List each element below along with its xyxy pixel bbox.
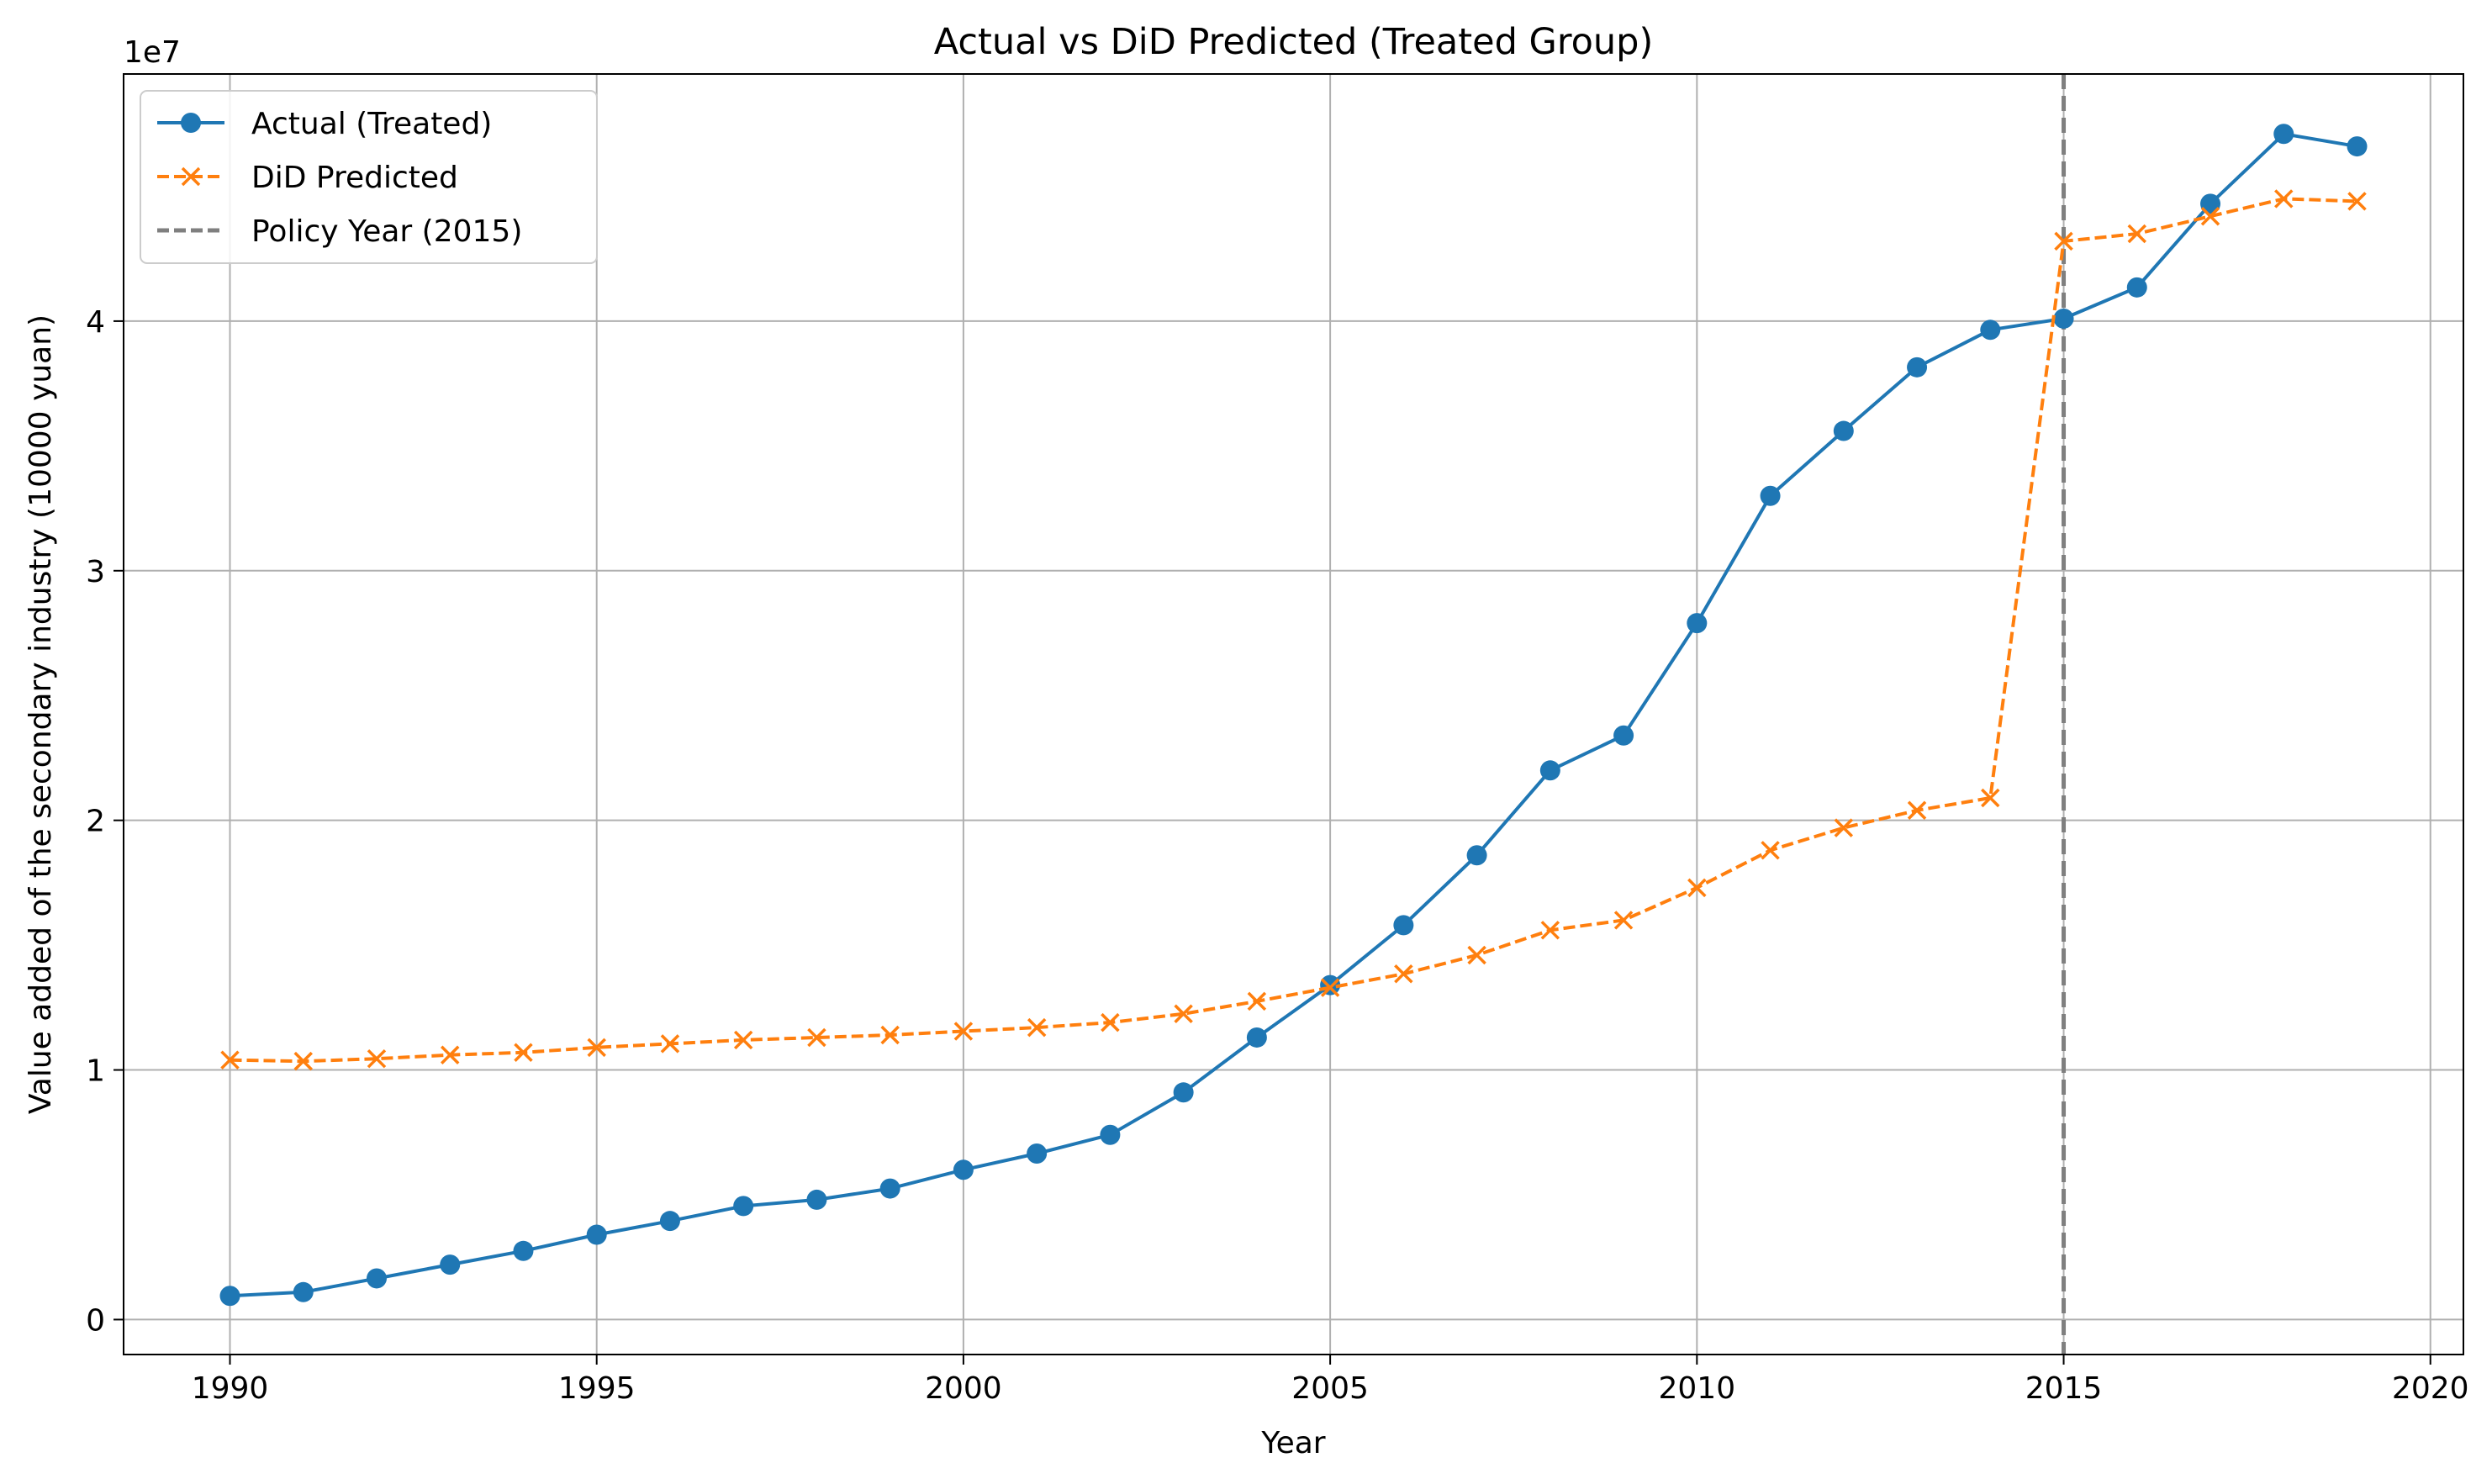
predicted-data-point xyxy=(2200,206,2220,226)
x-tick-label: 2010 xyxy=(1659,1371,1736,1406)
actual-data-point xyxy=(1393,915,1414,936)
actual-data-point xyxy=(2126,277,2147,298)
x-axis-title: Year xyxy=(1260,1426,1325,1460)
y-tick-label: 1 xyxy=(86,1054,105,1089)
actual-data-point xyxy=(1100,1124,1121,1145)
plot-frame xyxy=(123,73,2464,1355)
y-tick-label: 0 xyxy=(86,1303,105,1338)
predicted-data-point xyxy=(1247,991,1267,1011)
actual-data-point xyxy=(2273,124,2294,145)
actual-data-point xyxy=(1980,320,2001,341)
legend-marker xyxy=(181,166,201,187)
actual-data-point xyxy=(879,1178,900,1199)
predicted-data-point xyxy=(1834,818,1854,837)
legend-marker xyxy=(181,113,201,133)
actual-data-point xyxy=(513,1240,534,1261)
legend-box xyxy=(140,90,598,264)
x-tick-label: 1995 xyxy=(558,1371,636,1406)
predicted-data-point xyxy=(514,1043,533,1063)
y-tick-label: 3 xyxy=(86,555,105,589)
predicted-data-point xyxy=(1101,1012,1120,1032)
predicted-data-point xyxy=(2347,192,2367,211)
predicted-data-point xyxy=(367,1048,387,1069)
predicted-data-point xyxy=(1174,1004,1193,1023)
actual-data-point xyxy=(366,1268,387,1289)
predicted-data-point xyxy=(2127,224,2147,244)
legend-label: Policy Year (2015) xyxy=(251,214,522,249)
predicted-data-point xyxy=(1981,788,2000,808)
x-tick-label: 2015 xyxy=(2025,1371,2103,1406)
x-tick-label: 2000 xyxy=(925,1371,1002,1406)
predicted-data-point xyxy=(293,1051,313,1071)
predicted-data-point xyxy=(1320,978,1340,997)
actual-data-point xyxy=(1687,613,1708,634)
actual-data-point xyxy=(733,1196,754,1217)
series-layer xyxy=(219,124,2368,1307)
actual-data-point xyxy=(1539,760,1560,781)
actual-data-point xyxy=(953,1159,974,1180)
series-line-1 xyxy=(230,197,2357,1064)
actual-data-point xyxy=(659,1211,680,1232)
predicted-data-point xyxy=(733,1030,753,1050)
actual-data-point xyxy=(440,1254,461,1275)
predicted-data-point xyxy=(953,1022,974,1041)
predicted-data-point xyxy=(220,1050,240,1069)
actual-data-point xyxy=(219,1286,240,1307)
legend-label: DiD Predicted xyxy=(251,161,458,195)
predicted-data-point xyxy=(1613,911,1634,930)
actual-data-point xyxy=(1466,845,1487,866)
actual-data-point xyxy=(586,1224,607,1245)
x-tick-label: 1990 xyxy=(192,1371,269,1406)
legend: Actual (Treated) DiD Predicted Policy Year… xyxy=(140,90,598,264)
predicted-data-point xyxy=(2274,189,2294,209)
actual-data-point xyxy=(1246,1027,1267,1048)
actual-data-point xyxy=(1760,485,1781,506)
x-tick-label: 2020 xyxy=(2392,1371,2469,1406)
predicted-data-point xyxy=(2054,231,2073,251)
predicted-data-point xyxy=(1907,800,1927,821)
grid xyxy=(124,74,2463,1355)
predicted-data-point xyxy=(587,1038,606,1058)
predicted-data-point xyxy=(660,1034,680,1054)
predicted-data-point xyxy=(807,1027,826,1048)
actual-data-point xyxy=(2053,308,2074,329)
y-axis-title: Value added of the secondary industry (1… xyxy=(24,314,58,1114)
axes: 1990 1995 2000 2005 2010 2015 2020 0 1 2 3 4 xyxy=(86,305,2468,1406)
series-line-0 xyxy=(230,132,2357,1298)
actual-data-point xyxy=(1833,420,1854,441)
y-tick-label: 4 xyxy=(86,305,105,340)
legend-label: Actual (Treated) xyxy=(251,107,492,141)
actual-data-point xyxy=(2347,136,2368,157)
predicted-data-point xyxy=(1394,964,1413,984)
predicted-data-point xyxy=(1540,921,1560,940)
actual-data-point xyxy=(1907,356,1928,378)
actual-data-point xyxy=(1613,725,1634,746)
actual-data-point xyxy=(2200,193,2221,214)
predicted-data-point xyxy=(440,1045,460,1064)
predicted-data-point xyxy=(1467,945,1486,965)
predicted-data-point xyxy=(1761,841,1780,860)
actual-data-point xyxy=(1173,1082,1194,1103)
predicted-data-point xyxy=(880,1025,900,1045)
x-tick-label: 2005 xyxy=(1291,1371,1369,1406)
actual-data-point xyxy=(293,1281,314,1302)
actual-data-point xyxy=(1027,1143,1048,1164)
predicted-data-point xyxy=(1027,1017,1047,1038)
chart-title: Actual vs DiD Predicted (Treated Group) xyxy=(934,21,1654,63)
predicted-data-point xyxy=(1687,878,1707,898)
y-offset-label: 1e7 xyxy=(124,35,181,70)
actual-data-point xyxy=(806,1189,827,1210)
y-tick-label: 2 xyxy=(86,805,105,839)
